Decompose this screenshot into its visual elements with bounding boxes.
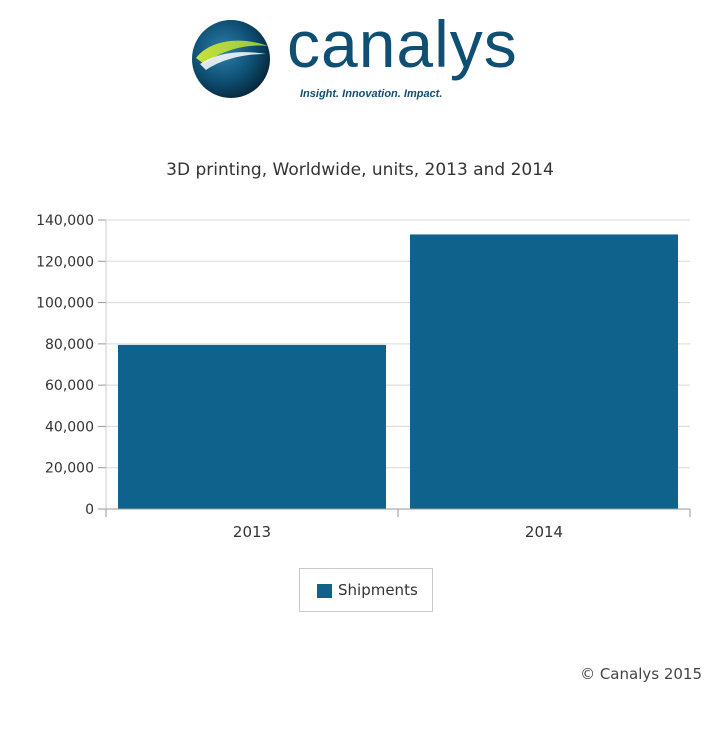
copyright-text: © Canalys 2015	[580, 665, 702, 683]
chart-legend[interactable]: Shipments	[299, 568, 433, 612]
y-tick-label: 60,000	[45, 378, 94, 394]
globe-logo-icon	[192, 20, 270, 98]
bar-chart: 0 20,000 40,000 60,000 80,000 100,000 120,000 1…	[36, 213, 691, 541]
logo-wordmark: canalys	[287, 7, 518, 81]
y-tick-label: 80,000	[45, 337, 94, 353]
canalys-logo: canalys Insight. Innovation. Impact.	[190, 7, 560, 108]
bar-2014	[410, 234, 678, 509]
logo-tagline: Insight. Innovation. Impact.	[300, 88, 443, 100]
legend-label: Shipments	[338, 581, 418, 599]
y-tick-label: 40,000	[45, 419, 94, 435]
y-tick-label: 100,000	[36, 296, 94, 312]
y-tick-label: 0	[85, 502, 94, 518]
chart-title: 3D printing, Worldwide, units, 2013 and …	[166, 160, 554, 180]
bar-2013	[118, 344, 386, 509]
legend-swatch	[317, 584, 332, 598]
y-tick-label: 120,000	[36, 254, 94, 270]
x-tick-label: 2014	[525, 523, 563, 541]
y-tick-label: 20,000	[45, 461, 94, 477]
y-tick-label: 140,000	[36, 213, 94, 229]
x-tick-label: 2013	[233, 523, 271, 541]
